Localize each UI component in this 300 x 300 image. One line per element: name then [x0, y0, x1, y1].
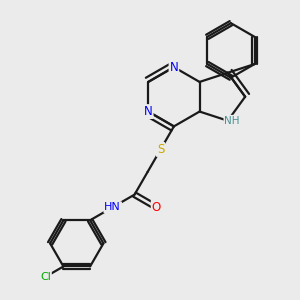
Text: HN: HN	[104, 202, 121, 212]
Text: N: N	[144, 105, 153, 118]
Text: Cl: Cl	[40, 272, 51, 282]
Text: S: S	[157, 143, 164, 156]
Text: N: N	[169, 61, 178, 74]
Text: O: O	[152, 201, 161, 214]
Text: NH: NH	[224, 116, 240, 126]
